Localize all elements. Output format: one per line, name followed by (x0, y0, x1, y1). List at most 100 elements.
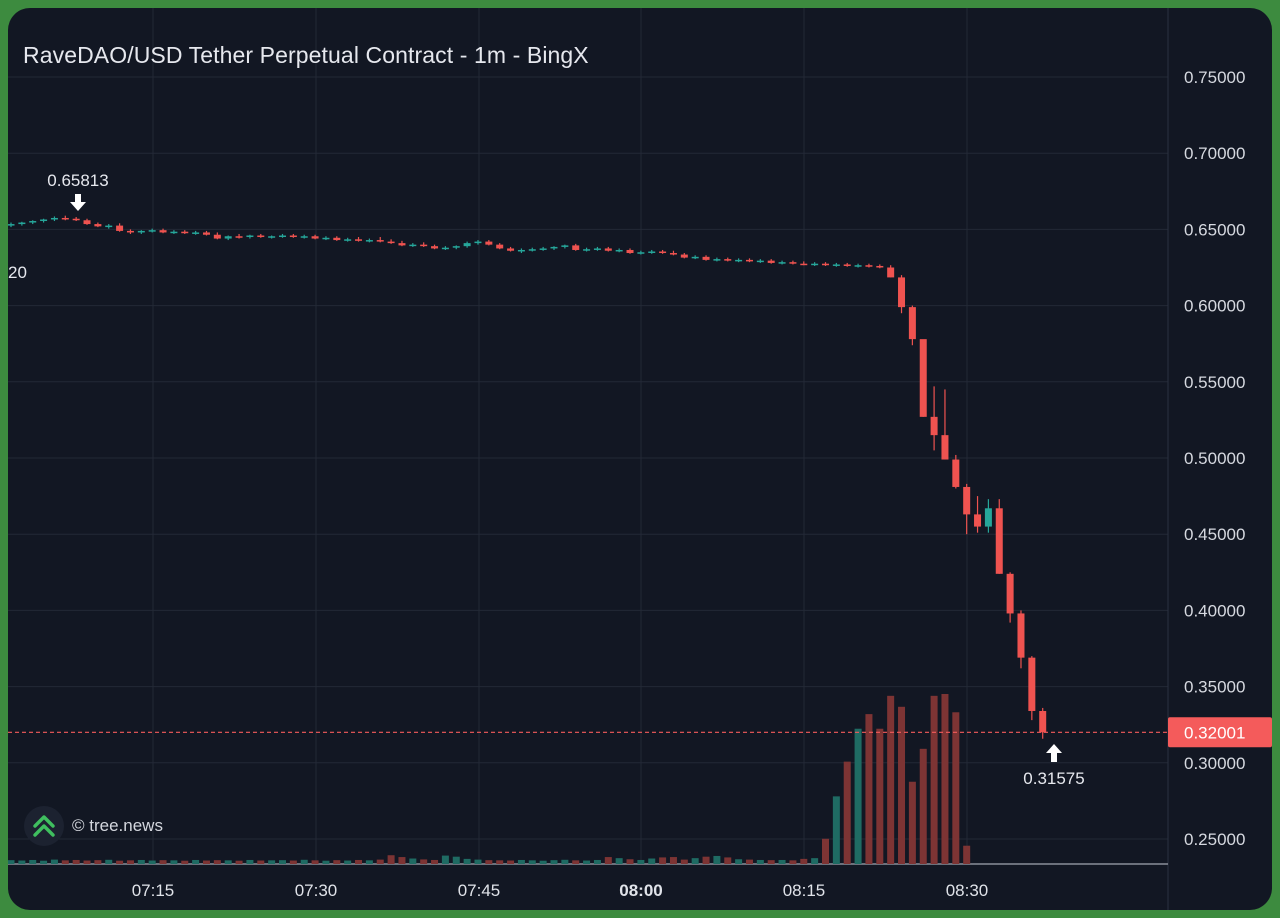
volume-bar (268, 860, 276, 864)
high-price-label: 0.65813 (47, 171, 108, 190)
volume-bar (105, 859, 113, 864)
volume-bar (496, 860, 504, 864)
candle-body (105, 225, 113, 228)
candle-body (452, 246, 460, 248)
volume-bar (398, 857, 406, 864)
candle-body (865, 265, 873, 267)
volume-bar (279, 860, 286, 864)
volume-bar (94, 860, 102, 864)
candlestick-chart: 0.75000 0.70000 0.65000 0.60000 0.55000 0.500… (8, 8, 1272, 910)
candle-body (289, 235, 297, 238)
volume-bar (887, 695, 895, 864)
volume-bar (431, 859, 439, 864)
candle-body (702, 256, 710, 260)
volume-bar (192, 859, 200, 864)
watermark: © tree.news (24, 806, 163, 846)
volume-bar (300, 859, 308, 864)
candle-body (593, 248, 601, 250)
volume-bar (952, 712, 960, 864)
volume-bar (713, 855, 721, 864)
volume-bar (126, 860, 134, 864)
candle-body (8, 224, 15, 226)
volume-bar (908, 781, 916, 864)
candle-body (604, 248, 612, 251)
volume-bar (213, 860, 221, 864)
volume-bar (148, 860, 156, 864)
candle-body (224, 236, 232, 239)
volume-bar (61, 860, 69, 864)
volume-bar (137, 859, 145, 864)
candle-body (583, 249, 591, 251)
volume-bar (843, 761, 851, 864)
volume-bar (72, 859, 80, 864)
volume-bar (224, 860, 232, 864)
candle-body (474, 241, 482, 244)
candle-body (626, 249, 634, 254)
candle-body (202, 232, 210, 235)
volume-bar (181, 860, 189, 864)
volume-bar (365, 860, 373, 864)
cut-off-label: 20 (8, 263, 27, 282)
candle-body (50, 217, 58, 220)
volume-bar (745, 859, 753, 864)
candle-body (463, 243, 471, 247)
low-price-label: 0.31575 (1023, 769, 1084, 788)
candle-body (1039, 710, 1047, 733)
candle-body (659, 251, 667, 254)
y-tick-label: 0.70000 (1184, 144, 1245, 163)
volume-bar (691, 858, 699, 864)
volume-bar (387, 855, 395, 864)
volume-bar (876, 728, 884, 864)
y-tick-label: 0.65000 (1184, 220, 1245, 239)
volume-bar (659, 857, 667, 864)
candle-body (854, 265, 862, 267)
volume-bar (593, 859, 601, 864)
volume-bar (333, 860, 341, 864)
candle-body (420, 244, 428, 247)
current-price-label: 0.32001 (1184, 723, 1245, 742)
x-tick-label: 07:45 (458, 881, 501, 900)
candle-body (61, 217, 69, 220)
candle-body (1006, 573, 1014, 614)
volume-bar (517, 859, 525, 864)
candle-body (1028, 657, 1036, 711)
volume-bar (474, 859, 482, 864)
volume-bar (767, 860, 775, 864)
candle-body (387, 241, 395, 244)
chart-title: RaveDAO/USD Tether Perpetual Contract - … (23, 42, 589, 68)
watermark-text: © tree.news (72, 816, 163, 835)
volume-bar (963, 845, 971, 864)
volume-bar (539, 860, 547, 864)
candle-body (333, 237, 341, 241)
volume-bar (452, 856, 460, 864)
candle-body (974, 514, 982, 527)
candle-body (648, 251, 656, 253)
volume-bar (680, 859, 688, 864)
volume-bar (202, 860, 210, 864)
volume-bar (572, 860, 580, 864)
volume-bar (235, 860, 243, 864)
candle-body (257, 235, 265, 238)
candle-body (789, 262, 797, 264)
candle-body (137, 230, 145, 233)
candle-body (843, 264, 851, 266)
candle-body (181, 231, 189, 234)
candle-body (995, 508, 1003, 574)
volume-bar (311, 860, 319, 864)
volume-bar (83, 860, 91, 864)
volume-bar (669, 857, 677, 864)
x-tick-label: 08:00 (619, 881, 662, 900)
candle-body (908, 307, 916, 340)
volume-bar (50, 859, 58, 864)
candle-body (409, 244, 417, 247)
candle-body (952, 459, 960, 487)
volume-bar (40, 860, 48, 864)
candle-body (539, 248, 547, 250)
candle-body (344, 239, 352, 241)
candle-body (148, 230, 156, 232)
candle-body (615, 249, 623, 252)
candle-body (376, 240, 384, 242)
volume-bar (355, 859, 363, 864)
volume-bar (441, 855, 449, 864)
candle-body (126, 230, 134, 233)
